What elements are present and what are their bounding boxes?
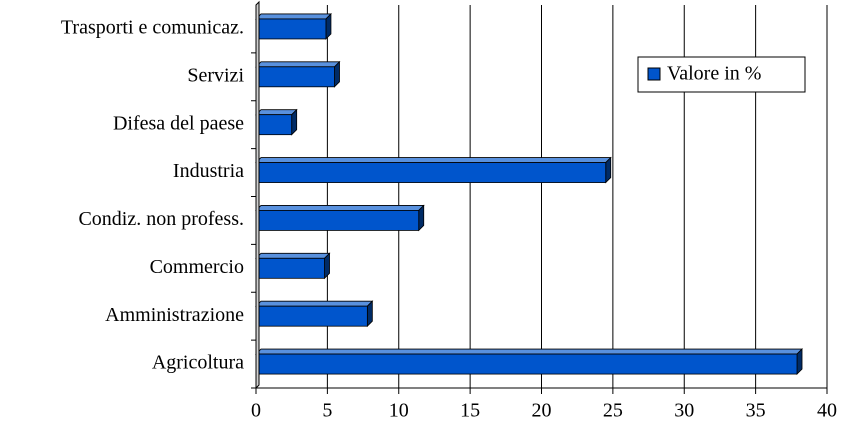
y-tick-label: Amministrazione	[105, 304, 244, 326]
bar-top	[255, 61, 341, 68]
bar-top	[255, 109, 298, 116]
bar-side	[605, 156, 612, 184]
y-tick-label: Industria	[173, 160, 244, 182]
bar	[255, 305, 368, 327]
bar	[255, 66, 335, 88]
bar-top	[255, 252, 331, 259]
y-tick-label: Commercio	[150, 256, 244, 278]
y-tick-label: Difesa del paese	[113, 112, 244, 134]
bar-top	[255, 348, 803, 355]
x-tick-label: 0	[251, 400, 261, 422]
x-tick-label: 20	[532, 400, 552, 422]
bar	[255, 18, 327, 40]
bar-top	[255, 13, 332, 20]
legend: Valore in %	[637, 56, 806, 93]
axes: 0 5 10 15 20 25 30 35 40 Trasporti e comunicaz. Se…	[61, 0, 837, 422]
x-tick-label: 30	[674, 400, 694, 422]
bar	[255, 162, 607, 183]
y-tick-label: Agricoltura	[152, 352, 244, 374]
y-tick-label: Trasporti e comunicaz.	[61, 17, 244, 39]
bar-side	[366, 300, 373, 328]
legend-label: Valore in %	[667, 63, 761, 85]
x-tick-label: 5	[322, 400, 332, 422]
x-tick-label: 15	[460, 400, 480, 422]
x-tick-label: 40	[817, 400, 837, 422]
y-tick-label: Servizi	[187, 64, 244, 86]
bar-side	[418, 204, 425, 232]
x-tick-label: 25	[603, 400, 623, 422]
legend-swatch	[647, 67, 661, 81]
bar	[255, 353, 798, 375]
axis-wall	[255, 0, 260, 390]
bar	[255, 210, 420, 231]
bar-top	[255, 300, 374, 307]
bar-side	[324, 252, 330, 280]
bar-side	[325, 12, 332, 40]
bar-top	[255, 205, 425, 211]
bar-side	[291, 108, 298, 136]
legend-box	[637, 56, 806, 93]
y-tick-label: Condiz. non profess.	[78, 208, 244, 230]
bar	[255, 257, 325, 279]
x-tick-label: 35	[746, 400, 766, 422]
x-tick-label: 10	[389, 400, 409, 422]
bar-side	[334, 60, 340, 88]
bar-top	[255, 157, 612, 163]
bar-side	[796, 348, 803, 376]
bar	[255, 114, 293, 136]
